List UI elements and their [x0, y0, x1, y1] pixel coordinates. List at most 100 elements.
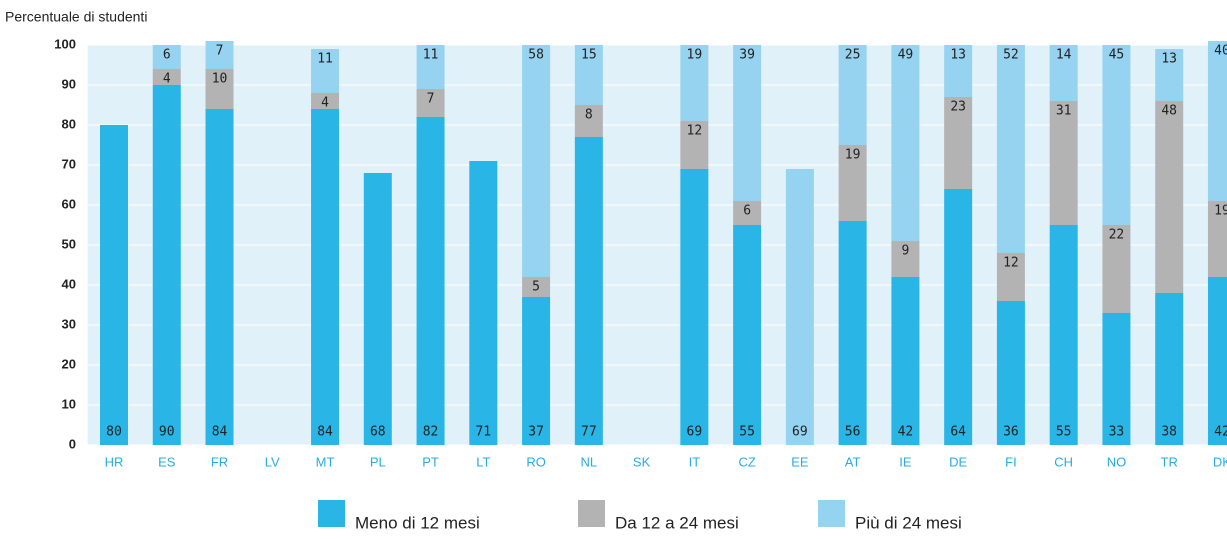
data-label: 80: [106, 425, 122, 440]
bar-segment: [574, 45, 603, 105]
y-tick-label: 80: [62, 116, 76, 131]
data-label: 71: [475, 425, 491, 440]
x-tick-label: AT: [845, 454, 861, 469]
x-tick-label: PL: [370, 454, 386, 469]
bar-segment: [1155, 101, 1184, 293]
bar-segment: [838, 221, 867, 445]
x-tick-label: FI: [1005, 454, 1017, 469]
bar-segment: [944, 189, 973, 445]
y-tick-label: 10: [62, 396, 76, 411]
data-label: 5: [532, 280, 540, 295]
y-tick-label: 0: [69, 436, 76, 451]
bar-segment: [522, 45, 551, 277]
bar-segment: [574, 105, 603, 137]
data-label: 37: [528, 425, 544, 440]
data-label: 12: [1003, 256, 1019, 271]
bar-segment: [522, 297, 551, 445]
bar-segment: [205, 109, 234, 445]
x-tick-label: TR: [1161, 454, 1178, 469]
x-tick-label: FR: [211, 454, 228, 469]
bar-segment: [1049, 45, 1078, 101]
bar-segment: [733, 225, 762, 445]
y-tick-label: 60: [62, 196, 76, 211]
data-label: 56: [845, 425, 861, 440]
bar-segment: [416, 117, 445, 445]
bar-segment: [469, 161, 498, 445]
x-tick-label: PT: [422, 454, 439, 469]
data-label: 69: [792, 425, 808, 440]
data-label: 8: [585, 108, 593, 123]
bar-segment: [891, 277, 920, 445]
bar-segment: [416, 89, 445, 117]
data-label: 19: [1214, 204, 1227, 219]
bar-segment: [152, 69, 181, 85]
data-label: 42: [1214, 425, 1227, 440]
bar-segment: [522, 277, 551, 297]
data-label: 39: [739, 48, 755, 63]
data-label: 40: [1214, 44, 1227, 59]
bar-segment: [205, 69, 234, 109]
x-tick-label: HR: [105, 454, 124, 469]
data-label: 19: [845, 148, 861, 163]
y-tick-label: 40: [62, 276, 76, 291]
data-label: 19: [687, 48, 703, 63]
data-label: 90: [159, 425, 175, 440]
data-label: 11: [317, 52, 333, 67]
data-label: 55: [739, 425, 755, 440]
data-label: 13: [950, 48, 966, 63]
y-tick-label: 70: [62, 156, 76, 171]
bar-segment: [733, 201, 762, 225]
legend-swatch: [818, 500, 845, 527]
x-tick-label: IT: [689, 454, 701, 469]
x-tick-label: DE: [949, 454, 967, 469]
data-label: 38: [1161, 425, 1177, 440]
x-tick-label: NL: [581, 454, 598, 469]
bar-segment: [1049, 225, 1078, 445]
legend-swatch: [578, 500, 605, 527]
data-label: 31: [1056, 104, 1072, 119]
data-label: 7: [216, 44, 224, 59]
bar-segment: [944, 45, 973, 97]
x-tick-label: MT: [316, 454, 335, 469]
bar-segment: [1049, 101, 1078, 225]
bar-segment: [152, 85, 181, 445]
y-tick-label: 20: [62, 356, 76, 371]
data-label: 7: [427, 92, 435, 107]
bar-segment: [891, 45, 920, 241]
data-label: 55: [1056, 425, 1072, 440]
bar-segment: [574, 137, 603, 445]
data-label: 25: [845, 48, 861, 63]
legend-label: Meno di 12 mesi: [355, 513, 480, 532]
data-label: 48: [1161, 104, 1177, 119]
bar-segment: [996, 301, 1025, 445]
data-label: 64: [950, 425, 966, 440]
data-label: 14: [1056, 48, 1072, 63]
data-label: 4: [163, 72, 171, 87]
x-tick-label: SK: [633, 454, 651, 469]
data-label: 23: [950, 100, 966, 115]
data-label: 9: [901, 244, 909, 259]
data-label: 69: [687, 425, 703, 440]
data-label: 77: [581, 425, 597, 440]
data-label: 82: [423, 425, 439, 440]
data-label: 11: [423, 48, 439, 63]
y-tick-label: 30: [62, 316, 76, 331]
bar-segment: [680, 45, 709, 121]
bar-segment: [1207, 277, 1227, 445]
data-label: 84: [317, 425, 333, 440]
bar-segment: [1155, 293, 1184, 445]
bar-segment: [785, 169, 814, 445]
x-tick-label: LV: [265, 454, 280, 469]
data-label: 10: [212, 72, 228, 87]
data-label: 58: [528, 48, 544, 63]
data-label: 6: [743, 204, 751, 219]
x-tick-label: CH: [1054, 454, 1073, 469]
bar-segment: [152, 45, 181, 69]
x-tick-label: LT: [476, 454, 490, 469]
bar-segment: [1102, 45, 1131, 225]
bar-segment: [416, 45, 445, 89]
bar-segment: [891, 241, 920, 277]
y-tick-label: 50: [62, 236, 76, 251]
data-label: 68: [370, 425, 386, 440]
